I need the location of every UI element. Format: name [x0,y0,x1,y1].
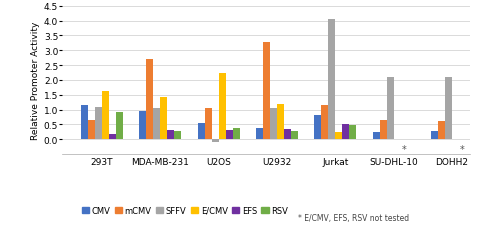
Y-axis label: Relative Promoter Activity: Relative Promoter Activity [31,22,40,140]
Bar [256,128,263,140]
Bar [198,123,204,140]
Bar [438,121,445,140]
Bar [328,20,335,140]
Bar [81,105,88,140]
Bar [314,115,321,140]
Bar [95,107,102,140]
Bar [284,130,291,140]
Bar [386,78,394,140]
Bar [431,131,438,140]
Bar [342,125,349,140]
Bar [321,105,328,140]
Bar [277,105,284,140]
Bar [204,108,212,140]
Bar [445,78,452,140]
Bar [270,108,277,140]
Bar [335,132,342,140]
Bar [174,131,181,140]
Bar [160,98,167,140]
Bar [102,91,109,140]
Bar [218,74,226,140]
Bar [263,43,270,140]
Bar [291,131,298,140]
Text: * E/CMV, EFS, RSV not tested: * E/CMV, EFS, RSV not tested [298,214,409,222]
Bar [146,60,153,140]
Text: *: * [402,144,407,154]
Bar [88,121,95,140]
Bar [349,126,356,140]
Bar [153,108,160,140]
Bar [372,132,380,140]
Bar [226,131,233,140]
Legend: CMV, mCMV, SFFV, E/CMV, EFS, RSV: CMV, mCMV, SFFV, E/CMV, EFS, RSV [78,203,291,218]
Bar [233,129,240,140]
Bar [116,112,123,140]
Bar [109,134,116,140]
Bar [167,131,174,140]
Bar [212,140,218,143]
Text: *: * [460,144,465,154]
Bar [380,121,386,140]
Bar [139,111,146,140]
